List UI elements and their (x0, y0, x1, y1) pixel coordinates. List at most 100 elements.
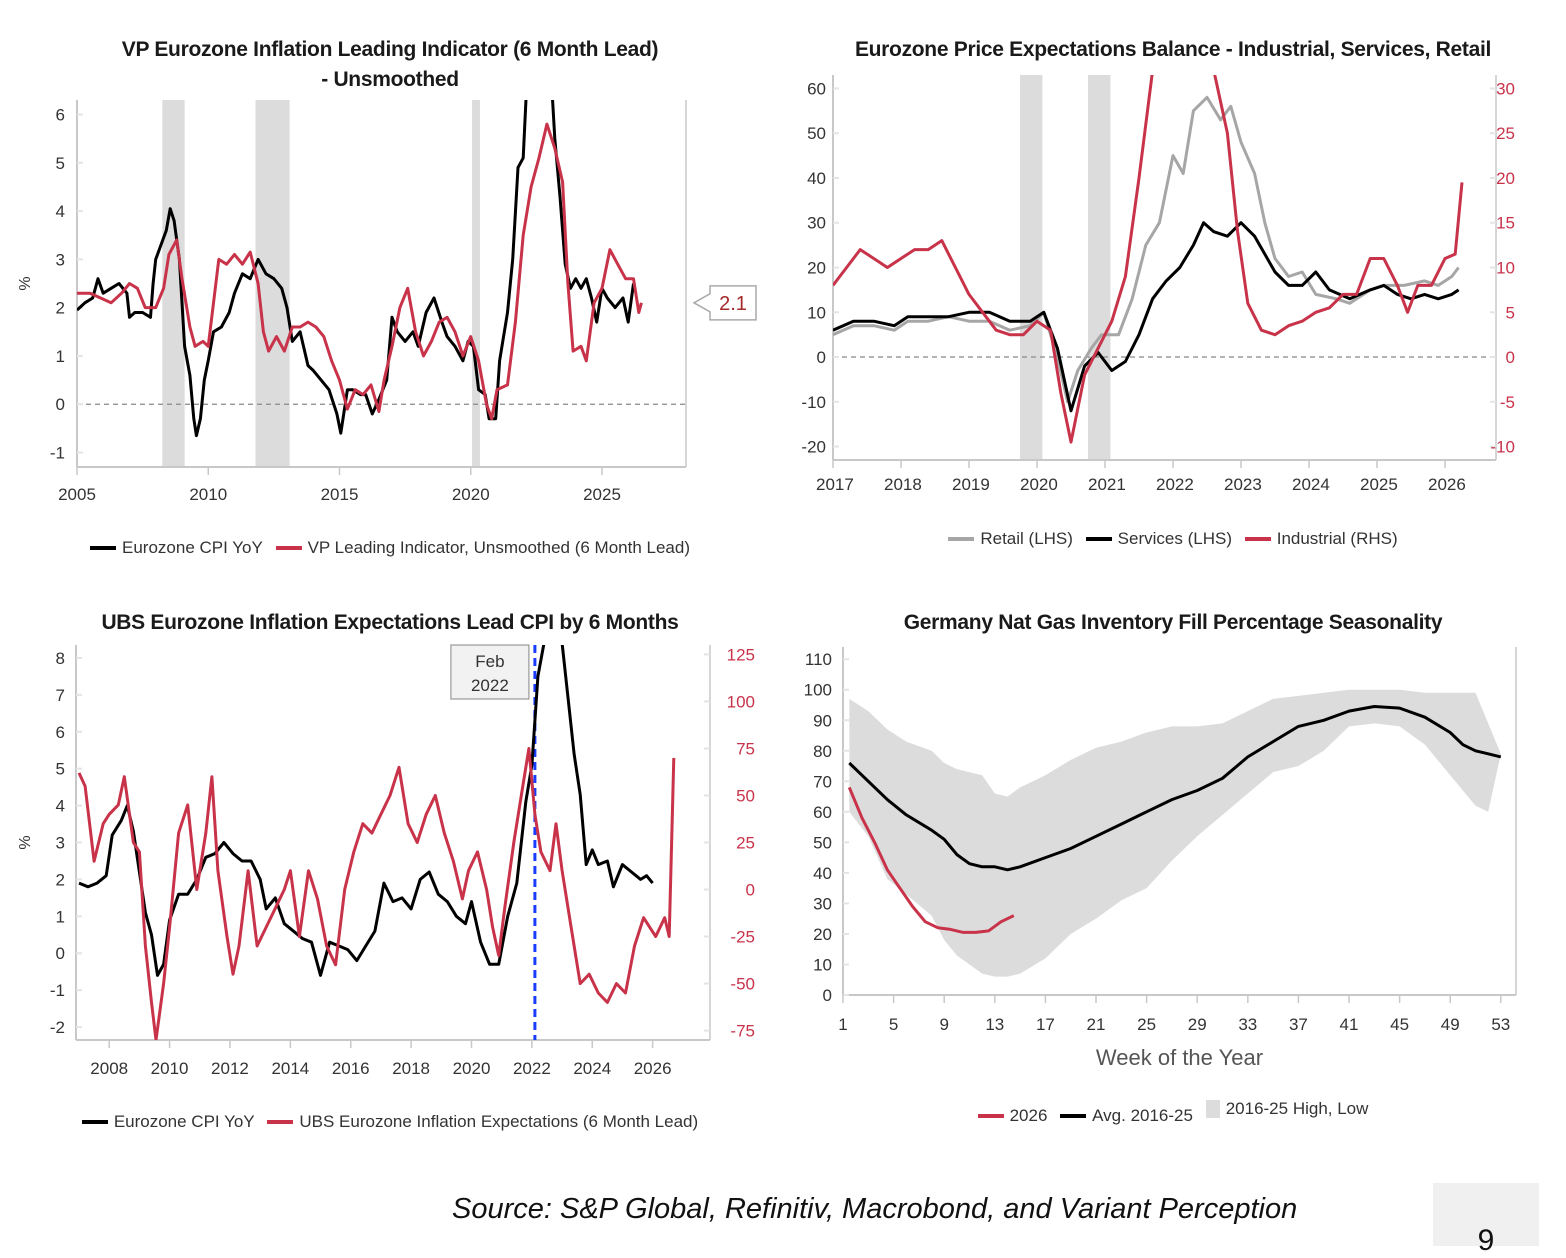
y-tick-label: 4 (56, 202, 65, 221)
chart-title-line: VP Eurozone Inflation Leading Indicator … (121, 38, 659, 61)
x-tick-label: 2010 (189, 485, 227, 504)
legend-item: Retail (LHS) (948, 529, 1073, 549)
chart-panel-germany-gas: Germany Nat Gas Inventory Fill Percentag… (780, 600, 1566, 1150)
chart-vp-leading: -1 0 1 2 3 4 5 6 2005 2010 2015 2020 2025% 2.1 (17, 100, 757, 504)
y-axis-label: % (17, 276, 34, 290)
chart-title: Germany Nat Gas Inventory Fill Percentag… (780, 608, 1566, 638)
chart-panel-ubs-expectations: UBS Eurozone Inflation Expectations Lead… (0, 600, 780, 1150)
y-tick-label: -20 (801, 438, 826, 457)
x-tick-label: 49 (1441, 1015, 1460, 1034)
legend-swatch-red (275, 546, 302, 550)
legend-swatch-red (977, 1114, 1004, 1118)
x-tick-label: 45 (1390, 1015, 1409, 1034)
last-value-label: 2.1 (719, 293, 747, 315)
y-right-tick-label: -50 (730, 975, 755, 994)
recession-shade (255, 100, 290, 467)
x-tick-label: 2026 (1428, 475, 1466, 494)
series-line-services-lhs (833, 221, 1460, 413)
page-number-box: 9 (1433, 1183, 1539, 1257)
y-tick-label: 80 (813, 742, 832, 761)
legend-label: Eurozone CPI YoY (122, 538, 263, 557)
y-right-tick-label: 50 (736, 786, 755, 805)
legend-item: 2026 (977, 1106, 1048, 1126)
x-tick-label: 5 (889, 1015, 898, 1034)
chart-title-line: UBS Eurozone Inflation Expectations Lead… (101, 611, 679, 634)
y-right-tick-label: -10 (1490, 438, 1515, 457)
y-tick-label: 0 (823, 986, 832, 1005)
series-line-2026 (847, 786, 1015, 934)
x-tick-label: 2025 (1360, 475, 1398, 494)
chart-panel-vp-leading: VP Eurozone Inflation Leading Indicator … (0, 30, 780, 570)
recession-shade (162, 100, 185, 467)
y-right-tick-label: 0 (746, 881, 755, 900)
y-tick-label: 60 (807, 79, 826, 98)
series-line-eurozone-cpi-yoy (78, 645, 546, 977)
y-tick-label: -1 (50, 981, 65, 1000)
y-tick-label: 4 (56, 797, 65, 816)
y-tick-label: 2 (56, 870, 65, 889)
legend-label: Industrial (RHS) (1276, 529, 1398, 548)
legend-label: 2026 (1009, 1106, 1048, 1125)
chart-price-expectations: -20-100102030405060-10-50510152025302017… (801, 75, 1515, 494)
y-right-tick-label: -25 (730, 928, 755, 947)
y-tick-label: 0 (56, 395, 65, 414)
legend-label: Services (LHS) (1117, 529, 1232, 548)
legend-item: Industrial (RHS) (1244, 529, 1398, 549)
y-tick-label: 3 (56, 834, 65, 853)
x-tick-label: 2015 (321, 485, 359, 504)
y-right-tick-label: 20 (1496, 169, 1515, 188)
recession-shade (472, 100, 480, 467)
y-right-tick-label: -75 (730, 1022, 755, 1041)
x-tick-label: 2022 (513, 1059, 551, 1078)
series-line-eurozone-cpi-yoy-cont (551, 100, 635, 324)
chart-title-line: Germany Nat Gas Inventory Fill Percentag… (903, 611, 1443, 634)
y-tick-label: 0 (56, 944, 65, 963)
feb-2022-label-box (450, 644, 530, 700)
series-line-eurozone-cpi-yoy-cont (560, 645, 654, 889)
y-tick-label: 50 (813, 833, 832, 852)
chart-title: VP Eurozone Inflation Leading Indicator … (0, 35, 780, 95)
y-tick-label: 50 (807, 124, 826, 143)
chart-germany-gas: 0 10 20 30 40 50 60 70 80 90 100 110 1 5 9 13 17 21 25 29 33… (804, 647, 1517, 1070)
x-tick-label: 2014 (271, 1059, 309, 1078)
legend-item: Services (LHS) (1085, 529, 1232, 549)
y-tick-label: 5 (56, 760, 65, 779)
feb-2022-label-line: 2022 (471, 676, 509, 695)
y-tick-label: 70 (813, 772, 832, 791)
legend-label: UBS Eurozone Inflation Expectations (6 M… (299, 1112, 699, 1131)
chart-ubs-expectations: -2 -1 0 1 2 3 4 5 6 7 8 -75 -50 -25 0 25 50 75 100 125 2008 2… (17, 644, 755, 1078)
x-tick-label: 2026 (634, 1059, 672, 1078)
y-right-tick-label: 30 (1496, 79, 1515, 98)
chart-legend: Eurozone CPI YoY VP Leading Indicator, U… (0, 535, 780, 558)
legend-item: Eurozone CPI YoY (81, 1112, 255, 1132)
x-tick-label: 33 (1238, 1015, 1257, 1034)
series-line-ubs-eurozone-inflation-expectations-6-month-lead (77, 747, 676, 1040)
x-tick-label: 13 (985, 1015, 1004, 1034)
y-tick-label: 30 (807, 214, 826, 233)
y-right-tick-label: 15 (1496, 214, 1515, 233)
x-tick-label: 2021 (1088, 475, 1126, 494)
y-tick-label: 20 (807, 259, 826, 278)
legend-swatch-black (1060, 1114, 1087, 1118)
y-tick-label: -10 (801, 393, 826, 412)
y-tick-label: 1 (56, 907, 65, 926)
x-tick-label: 41 (1340, 1015, 1359, 1034)
y-right-tick-label: 25 (1496, 124, 1515, 143)
y-tick-label: 5 (56, 154, 65, 173)
chart-legend: 2026 Avg. 2016-25 2016-25 High, Low (780, 1099, 1566, 1126)
x-tick-label: 2022 (1156, 475, 1194, 494)
legend-label: Eurozone CPI YoY (113, 1112, 255, 1131)
x-tick-label: 17 (1036, 1015, 1055, 1034)
x-tick-label: 2019 (952, 475, 990, 494)
feb-2022-label-line: Feb (475, 652, 504, 671)
series-line-industrial-rhs (833, 75, 1154, 444)
legend-swatch-black (90, 546, 116, 550)
y-tick-label: 2 (56, 299, 65, 318)
chart-title: Eurozone Price Expectations Balance - In… (780, 35, 1566, 65)
series-line-vp-leading-indicator-unsmoothed-6-month-lead (77, 122, 643, 421)
legend-item: Avg. 2016-25 (1060, 1106, 1193, 1126)
y-tick-label: 1 (56, 347, 65, 366)
y-right-tick-label: 25 (736, 834, 755, 853)
y-tick-label: -2 (50, 1018, 65, 1037)
legend-label: Avg. 2016-25 (1092, 1106, 1193, 1125)
